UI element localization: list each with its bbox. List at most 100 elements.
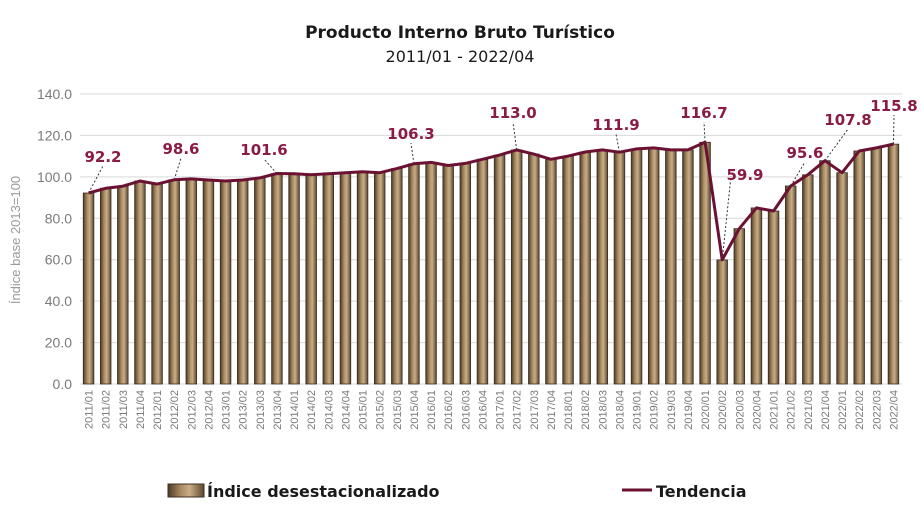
bar <box>562 155 574 385</box>
x-tick-label: 2022/01 <box>837 390 849 430</box>
x-tick-label: 2015/01 <box>358 390 370 430</box>
bar-layer <box>82 141 900 385</box>
x-tick-label: 2011/02 <box>101 390 113 429</box>
x-tick-label: 2016/02 <box>443 390 455 430</box>
bar <box>236 179 249 385</box>
x-tick-label: 2022/04 <box>888 390 900 430</box>
bar <box>82 192 95 385</box>
label-leader-line <box>892 114 895 145</box>
bar <box>476 158 489 385</box>
x-tick-label: 2011/04 <box>135 390 147 429</box>
bar <box>750 207 763 385</box>
bar <box>647 147 660 385</box>
grid-layer: 0.0 20.0 40.0 60.0 80.0 100.0 120.0 140.0 <box>37 86 902 392</box>
data-label: 116.7 <box>680 104 727 122</box>
x-tick-label: 2021/01 <box>769 390 781 430</box>
x-tick-label: 2015/04 <box>409 390 421 430</box>
y-tick-label: 0.0 <box>53 376 73 392</box>
bar <box>219 180 232 385</box>
x-tick-label: 2019/04 <box>683 390 695 430</box>
x-tick-label: 2022/03 <box>871 390 883 430</box>
y-tick-label: 140.0 <box>37 86 72 102</box>
x-tick-label: 2018/01 <box>563 390 575 430</box>
label-leader-line <box>88 165 104 194</box>
bar <box>202 179 215 385</box>
y-tick-label: 120.0 <box>37 127 72 143</box>
label-leader-line <box>410 142 415 164</box>
bar <box>99 187 112 385</box>
label-leader-line <box>263 158 278 174</box>
x-tick-label: 2014/02 <box>306 390 318 430</box>
bar <box>784 185 797 385</box>
bar <box>493 154 506 385</box>
bar <box>613 151 626 385</box>
bar <box>528 153 540 385</box>
y-tick-label: 100.0 <box>37 169 72 185</box>
x-tick-label: 2020/03 <box>734 390 746 430</box>
bar <box>408 163 420 385</box>
bar <box>767 210 780 385</box>
x-tick-label: 2012/01 <box>152 390 164 430</box>
x-tick-label: 2021/04 <box>820 390 832 430</box>
label-leader-line <box>703 121 706 143</box>
x-tick-label: 2016/04 <box>477 390 489 430</box>
x-tick-label: 2012/03 <box>186 390 198 430</box>
data-label: 92.2 <box>84 148 121 166</box>
legend-line-label: Tendencia <box>656 482 747 501</box>
y-tick-label: 80.0 <box>45 210 72 226</box>
legend-bar-swatch <box>167 483 205 498</box>
label-leader-line <box>512 121 518 150</box>
bar <box>716 259 728 385</box>
bar <box>802 174 814 385</box>
label-leader-line <box>615 133 620 153</box>
bar <box>870 147 883 385</box>
label-leader-line <box>824 128 849 161</box>
x-tick-label: 2013/04 <box>272 390 284 430</box>
chart-subtitle: 2011/01 - 2022/04 <box>386 47 535 66</box>
data-label: 101.6 <box>240 141 287 159</box>
x-tick-label: 2019/02 <box>649 390 661 430</box>
bar <box>151 183 163 385</box>
x-tick-label: 2015/02 <box>375 390 387 430</box>
x-tick-label: 2019/03 <box>666 390 678 430</box>
legend-bar-label: Índice desestacionalizado <box>207 482 440 501</box>
label-leader-line <box>790 161 806 187</box>
bar <box>579 151 591 385</box>
x-tick-label: 2014/04 <box>340 390 352 430</box>
x-tick-label: 2017/01 <box>495 390 507 430</box>
bar <box>391 168 403 385</box>
x-tick-label: 2018/02 <box>580 390 592 430</box>
trend-line <box>88 140 894 262</box>
data-label-layer: 92.2 98.6 101.6 106.3 113.0 111.9 116.7 59.9 95.… <box>84 97 918 260</box>
bar <box>630 148 643 385</box>
x-tick-label: 2018/03 <box>597 390 609 430</box>
data-label: 115.8 <box>870 97 917 115</box>
x-tick-label: 2020/01 <box>700 390 712 430</box>
x-tick-label: 2015/03 <box>392 390 404 430</box>
bar <box>356 171 369 385</box>
x-tick-label: 2017/03 <box>529 390 541 430</box>
data-label: 95.6 <box>786 144 823 162</box>
x-tick-label: 2013/01 <box>221 390 233 430</box>
bar <box>254 177 266 385</box>
bar <box>682 149 694 385</box>
x-tick-label: 2016/03 <box>460 390 472 430</box>
bar <box>836 172 848 385</box>
bar <box>853 150 865 385</box>
y-tick-label: 60.0 <box>45 252 72 268</box>
bar <box>271 173 283 385</box>
bar <box>596 149 609 385</box>
x-tick-label: 2021/02 <box>786 390 798 430</box>
x-tick-label: 2019/01 <box>632 390 644 430</box>
line-layer <box>88 140 894 262</box>
bar <box>699 141 711 385</box>
y-tick-label: 40.0 <box>45 293 72 309</box>
data-label: 113.0 <box>489 104 536 122</box>
data-label: 98.6 <box>162 140 199 158</box>
data-label: 106.3 <box>387 125 434 143</box>
chart-title: Producto Interno Bruto Turístico <box>305 23 615 43</box>
x-tick-label: 2018/04 <box>614 390 626 430</box>
y-axis-label: Índice base 2013=100 <box>8 176 23 304</box>
bar <box>373 172 386 385</box>
